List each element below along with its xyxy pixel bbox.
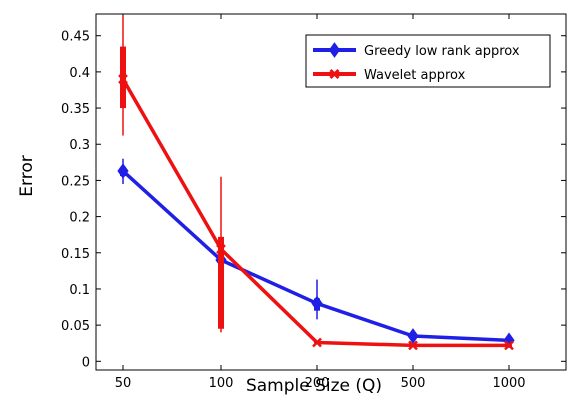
y-tick-label: 0.4 (69, 66, 90, 81)
y-tick-label: 0.05 (61, 319, 90, 334)
y-axis: 0 0.05 0.1 0.15 0.2 0.25 0.3 0.35 0.4 0.45 (61, 30, 566, 370)
y-axis-label: Error (17, 155, 37, 196)
x-tick-label: 500 (401, 376, 426, 391)
legend-box (305, 34, 551, 88)
box (218, 236, 224, 329)
legend-label-greedy: Greedy low rank approx (364, 44, 520, 59)
data-point (118, 74, 128, 85)
data-point (117, 163, 129, 179)
data-point (312, 337, 322, 348)
y-tick-label: 0 (82, 355, 90, 370)
data-point (408, 340, 418, 351)
y-tick-label: 0.2 (69, 211, 90, 226)
y-tick-label: 0.35 (61, 102, 90, 117)
x-axis-label: Sample Size (Q) (246, 376, 382, 396)
legend-marker-greedy (328, 42, 341, 58)
x-tick-label: 200 (305, 376, 330, 391)
x-tick-label: 100 (209, 376, 234, 391)
series-layer (117, 15, 515, 351)
data-point (504, 340, 514, 351)
y-tick-label: 0.3 (69, 138, 90, 153)
box (120, 46, 126, 109)
legend: Greedy low rank approx Wavelet approx (305, 34, 551, 88)
legend-label-wavelet: Wavelet approx (364, 68, 466, 83)
x-tick-label: 50 (115, 376, 132, 391)
y-tick-label: 0.45 (61, 30, 90, 45)
x-axis: 50 100 200 500 1000 (115, 14, 526, 391)
legend-marker-wavelet (329, 68, 340, 80)
series-wavelet (118, 15, 514, 351)
y-tick-label: 0.1 (69, 283, 90, 298)
data-point (216, 244, 226, 255)
data-point (311, 295, 323, 312)
y-tick-label: 0.25 (61, 174, 90, 189)
data-point (407, 328, 419, 344)
y-tick-label: 0.15 (61, 247, 90, 262)
x-tick-label: 1000 (492, 376, 525, 391)
